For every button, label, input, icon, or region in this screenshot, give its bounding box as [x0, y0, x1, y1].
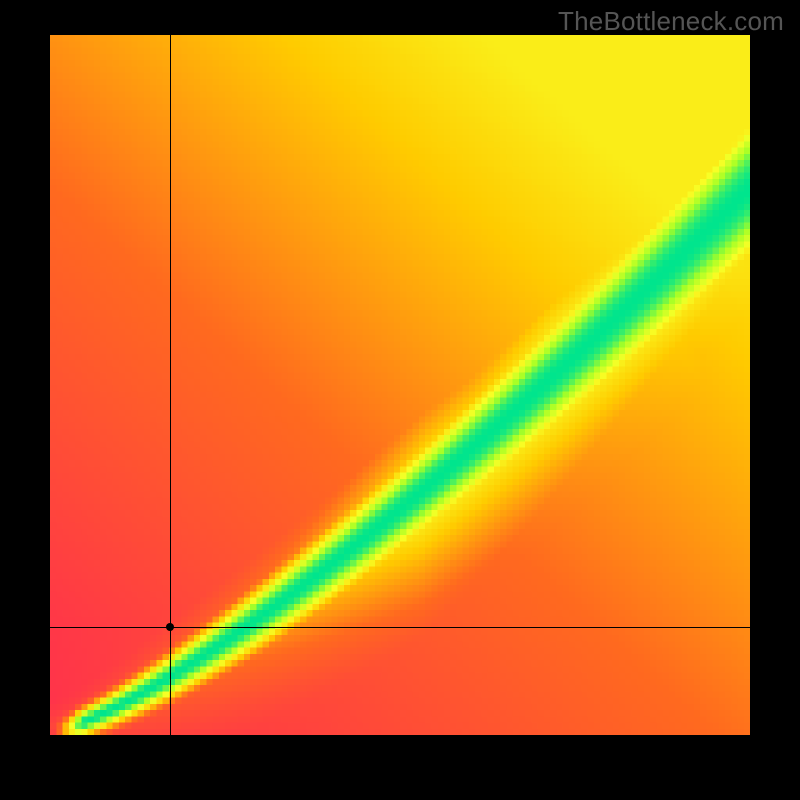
- heatmap-plot-area: [50, 35, 750, 735]
- crosshair-marker-dot: [166, 623, 174, 631]
- crosshair-horizontal: [50, 627, 750, 628]
- heatmap-canvas: [50, 35, 750, 735]
- watermark-text: TheBottleneck.com: [558, 6, 784, 37]
